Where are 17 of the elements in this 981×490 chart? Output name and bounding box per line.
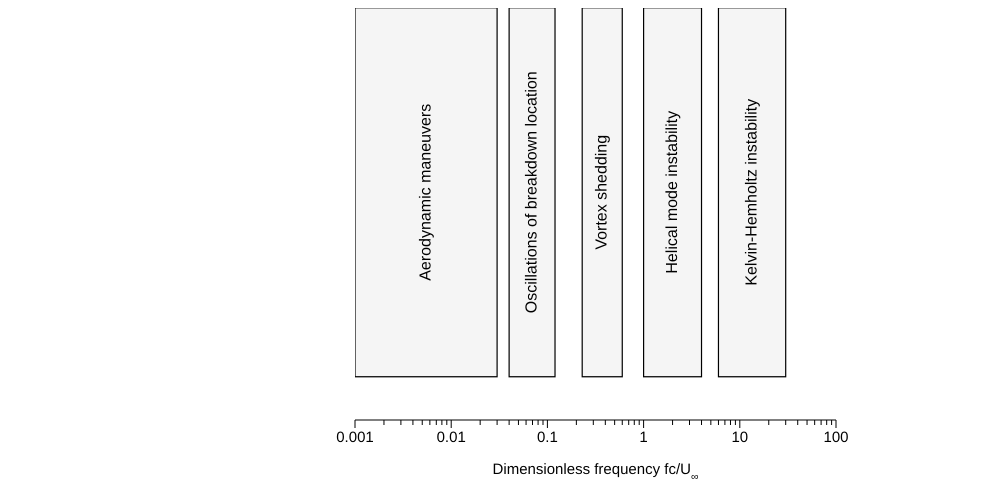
x-tick-label: 100: [823, 429, 849, 446]
x-axis-title: Dimensionless frequency fc/U$_{∞}$: [492, 461, 699, 483]
x-tick-label: 0.001: [336, 429, 374, 446]
bar: [508, 8, 556, 378]
series-label: Oscillations of breakdown location: [524, 71, 541, 314]
bar: [355, 8, 498, 378]
bar: [582, 8, 623, 378]
x-tick-label: 10: [731, 429, 748, 446]
series-label: Helical mode instability: [664, 110, 682, 274]
series-label: Vortex shedding: [594, 134, 611, 250]
series-label: Kelvin-Hemholtz instability: [744, 98, 761, 286]
x-tick-label: 0.1: [536, 429, 558, 446]
x-tick-label: 1: [639, 429, 648, 446]
bar: [643, 8, 702, 378]
series-label: Aerodynamic maneuvers: [418, 104, 435, 281]
x-tick-label: 0.01: [436, 429, 466, 446]
bar: [718, 8, 786, 378]
